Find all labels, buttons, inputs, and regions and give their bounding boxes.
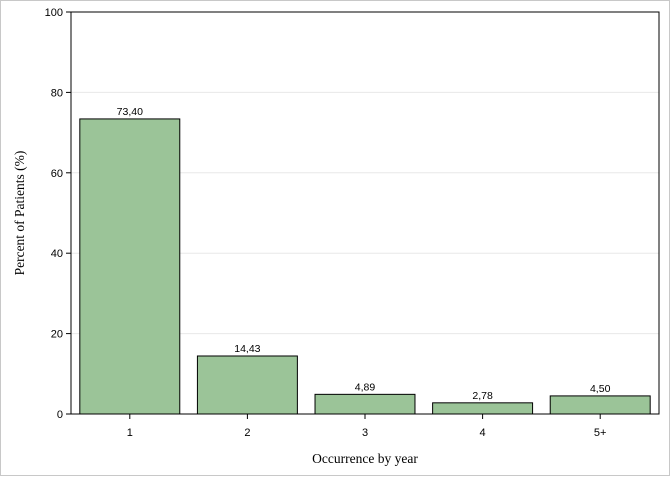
y-tick-label: 100 — [45, 7, 63, 19]
bar-1 — [79, 118, 181, 415]
bar-3 — [314, 393, 416, 415]
bar-5+ — [549, 395, 651, 415]
x-tick-label: 5+ — [594, 427, 607, 439]
bar-value-labels: 73,40 14,43 4,89 2,78 4,50 — [117, 106, 611, 402]
x-tick-label: 4 — [480, 427, 486, 439]
y-axis-title: Percent of Patients (%) — [12, 151, 27, 276]
bar-value-label: 14,43 — [234, 343, 260, 355]
plot-frame — [70, 11, 660, 415]
y-tick-label: 0 — [57, 409, 63, 421]
bar-value-label: 4,50 — [590, 383, 611, 395]
axes: 1 2 3 4 5+ 0 20 40 60 80 100 — [45, 7, 660, 439]
y-tick-label: 40 — [51, 248, 63, 260]
y-tick-label: 80 — [51, 87, 63, 99]
x-tick-label: 2 — [244, 427, 250, 439]
bar-value-label: 2,78 — [472, 390, 493, 402]
bar-2 — [196, 355, 298, 415]
bar-value-label: 4,89 — [355, 381, 376, 393]
x-axis-title: Occurrence by year — [312, 451, 418, 466]
x-tick-label: 1 — [127, 427, 133, 439]
y-tick-label: 60 — [51, 168, 63, 180]
bar-4 — [432, 402, 534, 415]
bar-value-label: 73,40 — [117, 106, 143, 118]
bars — [79, 118, 651, 415]
y-tick-label: 20 — [51, 329, 63, 341]
x-tick-label: 3 — [362, 427, 368, 439]
